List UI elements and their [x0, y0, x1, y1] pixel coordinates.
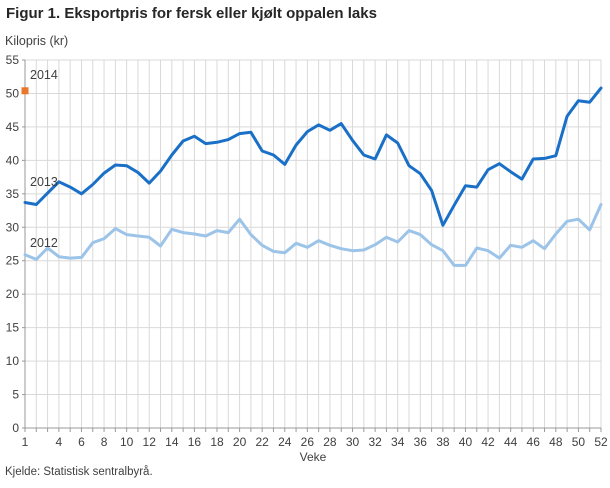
- series-label-2012: 2012: [30, 236, 58, 250]
- series-label-2014: 2014: [30, 68, 58, 82]
- svg-text:26: 26: [301, 435, 315, 449]
- svg-text:50: 50: [572, 435, 586, 449]
- svg-text:Veke: Veke: [300, 450, 327, 462]
- svg-text:2013: 2013: [30, 175, 58, 189]
- svg-text:15: 15: [6, 321, 20, 335]
- svg-text:40: 40: [6, 153, 20, 167]
- svg-text:40: 40: [459, 435, 473, 449]
- svg-text:30: 30: [6, 220, 20, 234]
- svg-text:6: 6: [78, 435, 85, 449]
- svg-text:38: 38: [436, 435, 450, 449]
- svg-text:4: 4: [56, 435, 63, 449]
- gridlines: [24, 59, 602, 429]
- svg-text:30: 30: [346, 435, 360, 449]
- svg-text:42: 42: [481, 435, 495, 449]
- svg-text:12: 12: [143, 435, 157, 449]
- svg-text:46: 46: [527, 435, 541, 449]
- svg-text:5: 5: [12, 388, 19, 402]
- svg-text:36: 36: [414, 435, 428, 449]
- svg-text:16: 16: [188, 435, 202, 449]
- svg-text:8: 8: [101, 435, 108, 449]
- x-axis-title: Veke: [300, 450, 327, 462]
- axes: [22, 59, 602, 432]
- svg-text:34: 34: [391, 435, 405, 449]
- svg-text:52: 52: [594, 435, 608, 449]
- svg-text:55: 55: [6, 53, 20, 67]
- svg-text:25: 25: [6, 254, 20, 268]
- svg-text:10: 10: [120, 435, 134, 449]
- svg-text:1: 1: [22, 435, 29, 449]
- svg-text:24: 24: [278, 435, 292, 449]
- svg-text:28: 28: [323, 435, 337, 449]
- series-label-2013: 2013: [30, 175, 58, 189]
- svg-text:48: 48: [549, 435, 563, 449]
- svg-text:44: 44: [504, 435, 518, 449]
- svg-text:2014: 2014: [30, 68, 58, 82]
- figure-title: Figur 1. Eksportpris for fersk eller kjø…: [6, 5, 377, 22]
- svg-text:10: 10: [6, 354, 20, 368]
- svg-text:2012: 2012: [30, 236, 58, 250]
- svg-text:22: 22: [255, 435, 269, 449]
- svg-text:0: 0: [12, 421, 19, 435]
- source-citation: Kjelde: Statistisk sentralbyrå.: [5, 466, 153, 478]
- svg-text:32: 32: [368, 435, 382, 449]
- svg-text:18: 18: [210, 435, 224, 449]
- svg-text:50: 50: [6, 86, 20, 100]
- series-2014-point: [21, 87, 29, 95]
- x-axis-labels: 1 4 6 8 10 12 14 16 18 20 22 24 26 28 30 32 34 36 38 40 42 44…: [22, 435, 608, 449]
- y-axis-unit-label: Kilopris (kr): [5, 34, 69, 48]
- svg-text:20: 20: [6, 287, 20, 301]
- svg-text:14: 14: [165, 435, 179, 449]
- svg-text:20: 20: [233, 435, 247, 449]
- series-2013-line: [23, 86, 603, 227]
- svg-text:35: 35: [6, 187, 20, 201]
- y-axis-labels: 0 5 10 15 20 25 30 35 40 45 50 55: [6, 53, 20, 435]
- svg-text:45: 45: [6, 120, 20, 134]
- series-2012-line: [23, 203, 603, 267]
